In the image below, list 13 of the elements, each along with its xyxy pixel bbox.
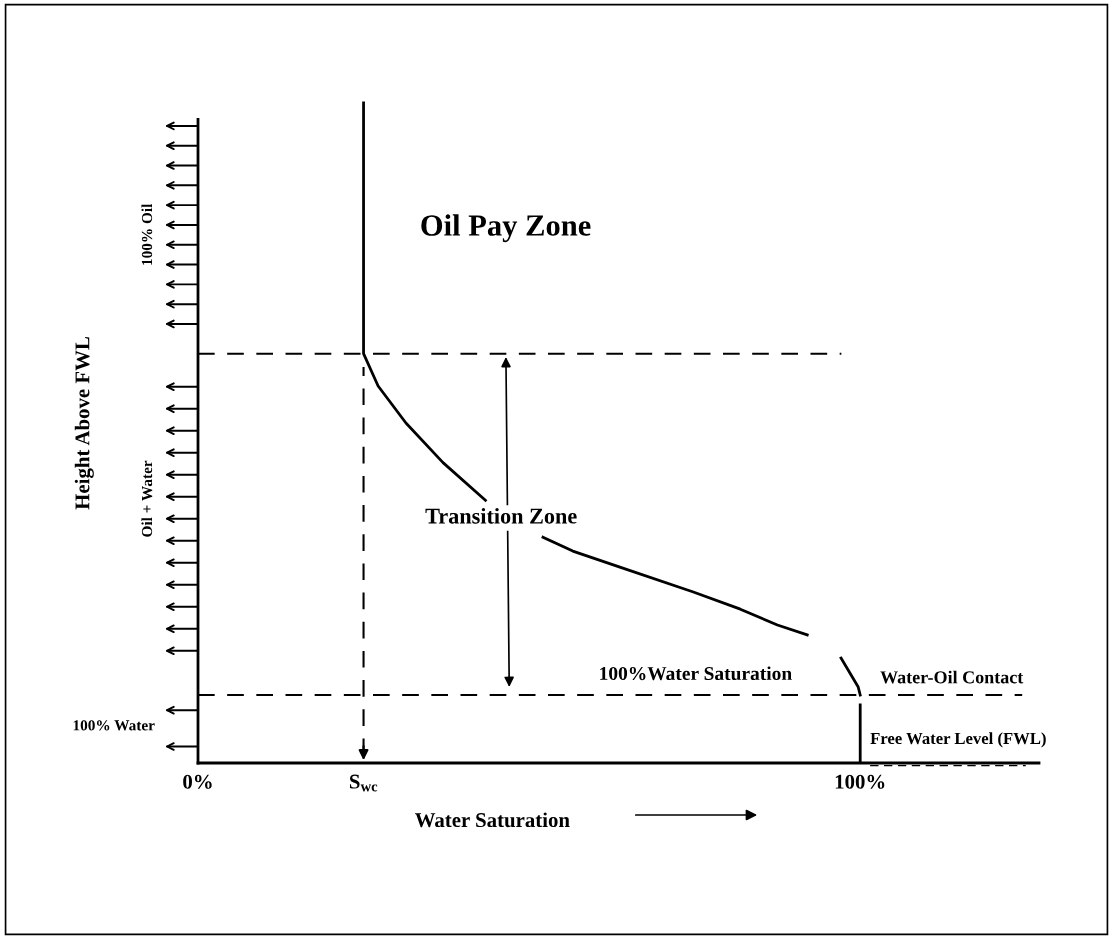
- x-tick-label: S$_{wc}$: [349, 774, 378, 792]
- text: 100% Oil: [141, 203, 153, 265]
- x-tick-label: 100%: [835, 774, 885, 789]
- x-axis-title: Water Saturation: [415, 812, 570, 828]
- text: 100% Water: [73, 720, 155, 731]
- annotation: Free Water Level (FWL): [870, 732, 1046, 748]
- ref-line-label: Water-Oil Contact: [880, 670, 1024, 684]
- annotation: Transition Zone: [425, 507, 577, 524]
- annotation: Oil Pay Zone: [421, 214, 591, 243]
- y-axis-title: Height Above FWL: [74, 337, 94, 510]
- text: Oil + Water: [141, 460, 153, 537]
- x-tick-label: 0%: [183, 774, 212, 789]
- annotation: 100%Water Saturation: [600, 666, 792, 681]
